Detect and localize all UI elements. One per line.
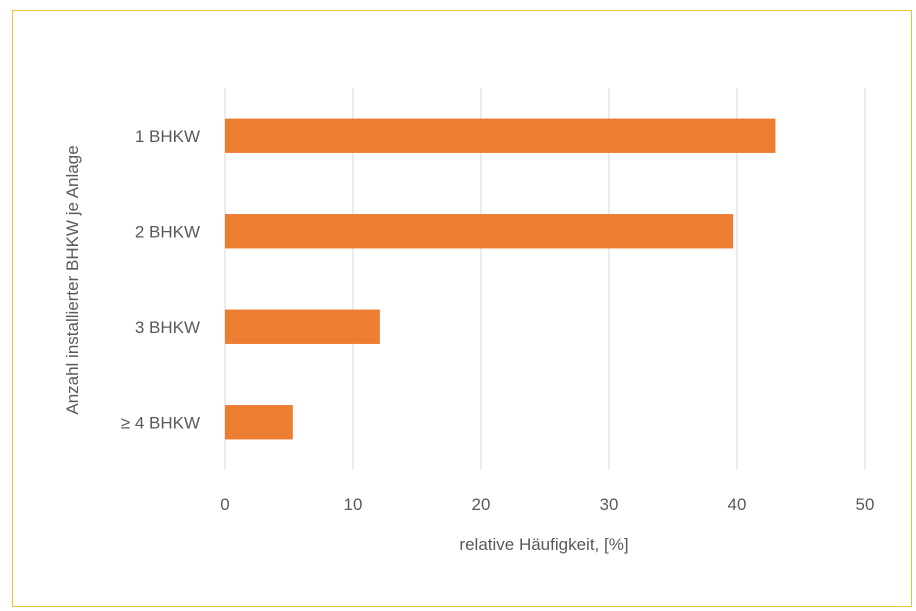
x-tick-label: 20: [472, 495, 491, 514]
bar-4: [225, 405, 293, 440]
x-tick-label: 30: [600, 495, 619, 514]
bar-3: [225, 309, 380, 344]
x-tick-label: 50: [856, 495, 875, 514]
x-tick-label: 40: [728, 495, 747, 514]
bar-1: [225, 118, 776, 153]
category-label: 3 BHKW: [135, 318, 200, 337]
x-axis-title: relative Häufigkeit, [%]: [459, 535, 628, 554]
category-label: 2 BHKW: [135, 222, 200, 241]
bars: [225, 118, 776, 440]
category-label: ≥ 4 BHKW: [121, 413, 200, 432]
category-label: 1 BHKW: [135, 127, 200, 146]
x-tick-label: 0: [220, 495, 229, 514]
bar-2: [225, 214, 734, 249]
y-axis-title: Anzahl installierter BHKW je Anlage: [63, 145, 82, 414]
chart-frame: [12, 10, 912, 607]
x-tick-label: 10: [344, 495, 363, 514]
category-labels: 1 BHKW 2 BHKW 3 BHKW ≥ 4 BHKW: [121, 127, 200, 433]
x-tick-labels: 0 10 20 30 40 50: [220, 495, 874, 514]
